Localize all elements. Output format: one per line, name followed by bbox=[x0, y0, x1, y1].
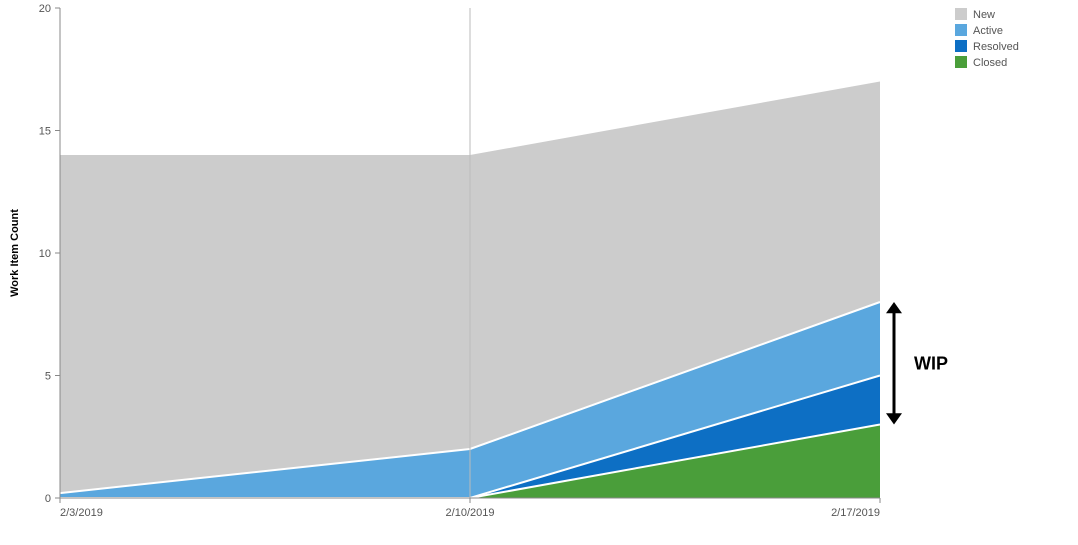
legend-swatch bbox=[955, 8, 967, 20]
wip-label: WIP bbox=[914, 353, 948, 373]
x-tick-label: 2/17/2019 bbox=[831, 507, 880, 519]
legend-label: Resolved bbox=[973, 41, 1019, 53]
x-tick-label: 2/10/2019 bbox=[446, 507, 495, 519]
legend-swatch bbox=[955, 56, 967, 68]
legend-label: New bbox=[973, 9, 995, 21]
y-tick-label: 10 bbox=[39, 248, 51, 260]
legend-swatch bbox=[955, 40, 967, 52]
wip-arrow-head-down bbox=[886, 413, 902, 424]
legend-swatch bbox=[955, 24, 967, 36]
y-tick-label: 20 bbox=[39, 3, 51, 15]
y-tick-label: 15 bbox=[39, 126, 51, 138]
y-axis-title: Work Item Count bbox=[9, 209, 21, 297]
y-tick-label: 0 bbox=[45, 493, 51, 505]
legend-label: Closed bbox=[973, 57, 1007, 69]
x-tick-label: 2/3/2019 bbox=[60, 507, 103, 519]
chart-svg: 0 5 10 15 20 Work Item Count 2/3/2019 2/10/2019… bbox=[0, 0, 1078, 540]
stacked-area-chart: 0 5 10 15 20 Work Item Count 2/3/2019 2/10/2019… bbox=[0, 0, 1078, 540]
wip-arrow-head-up bbox=[886, 302, 902, 313]
legend-label: Active bbox=[973, 25, 1003, 37]
y-tick-label: 5 bbox=[45, 371, 51, 383]
